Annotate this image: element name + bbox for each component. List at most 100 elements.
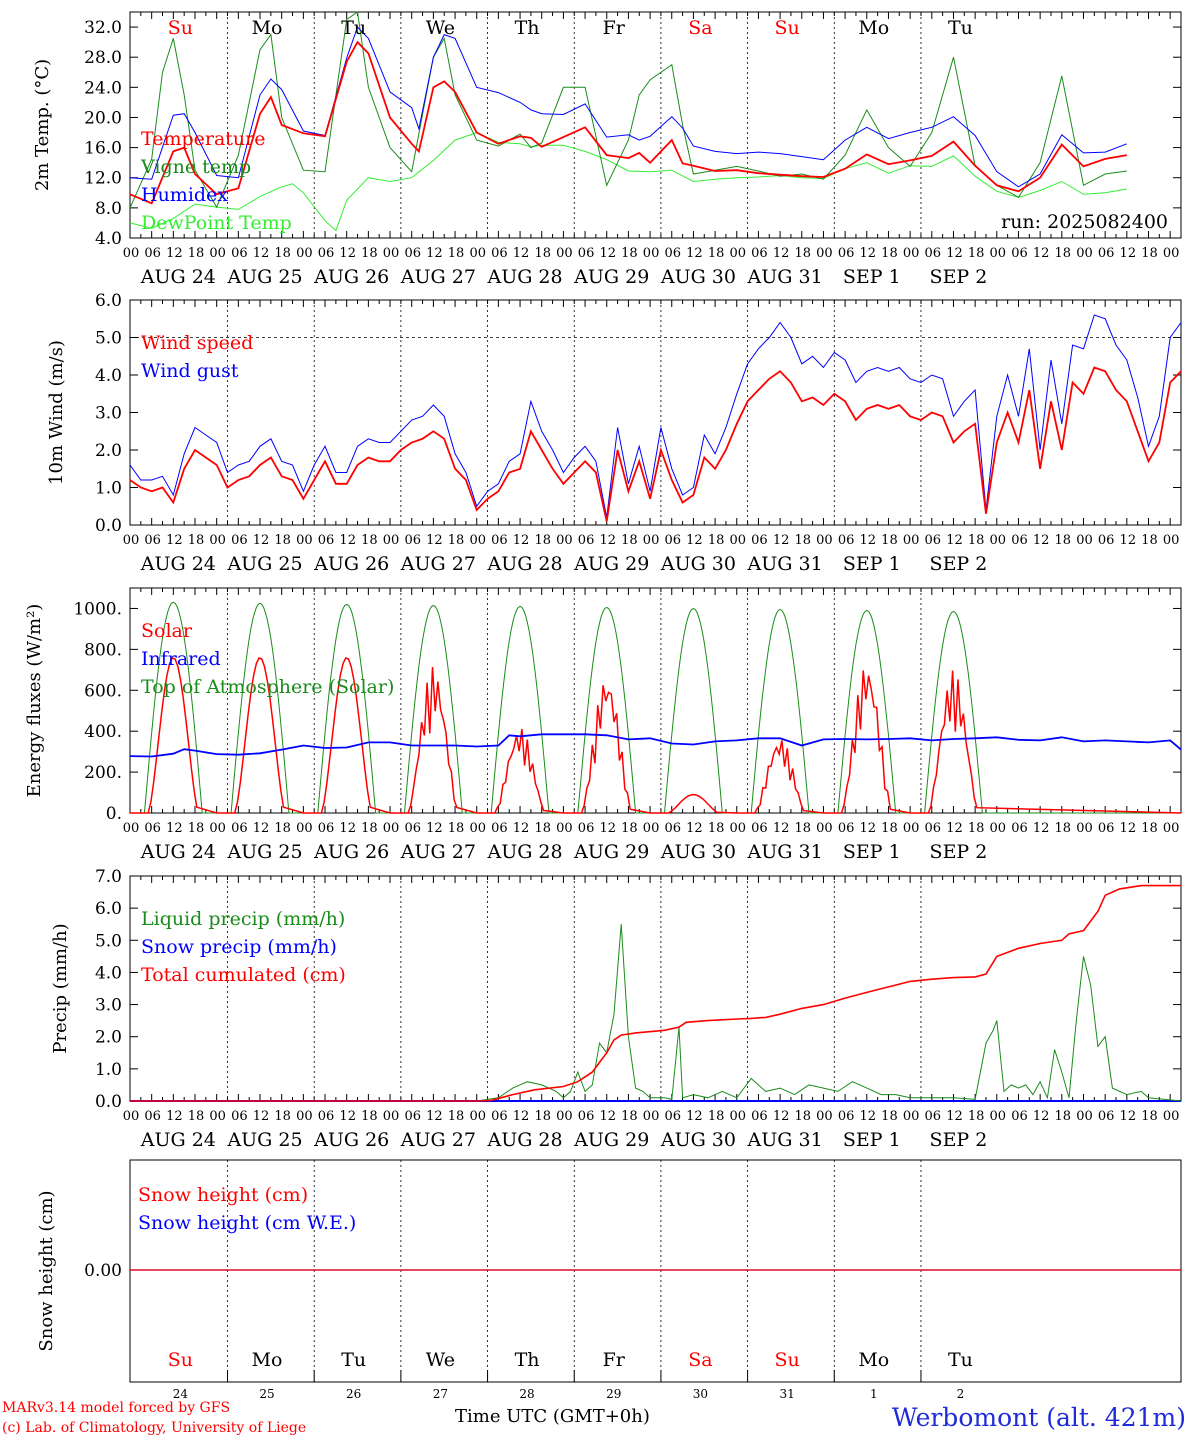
solar-line xyxy=(130,656,1182,814)
legend-top-of-atmosphere-solar: Top of Atmosphere (Solar) xyxy=(141,676,394,698)
hour-tick-label: 18 xyxy=(361,246,378,261)
hour-tick-label: 18 xyxy=(534,533,551,548)
date-label: AUG 27 xyxy=(400,553,476,575)
hour-tick-label: 06 xyxy=(144,1109,161,1124)
hour-tick-label: 18 xyxy=(1141,246,1158,261)
hour-tick-label: 12 xyxy=(773,1109,790,1124)
hour-tick-label: 18 xyxy=(448,246,465,261)
hour-tick-label: 00 xyxy=(383,821,400,836)
date-label: AUG 29 xyxy=(573,266,649,288)
hour-tick-label: 00 xyxy=(296,1109,313,1124)
hour-tick-label: 12 xyxy=(513,1109,530,1124)
date-label: AUG 25 xyxy=(226,1129,302,1151)
date-label: SEP 1 xyxy=(843,1129,901,1151)
legend-temperature: Temperature xyxy=(141,128,265,150)
hour-tick-label: 18 xyxy=(448,1109,465,1124)
date-label: AUG 28 xyxy=(486,266,562,288)
hour-tick-label: 00 xyxy=(1076,533,1093,548)
date-label: SEP 2 xyxy=(930,1129,988,1151)
hour-tick-label: 18 xyxy=(968,246,985,261)
plot-frame xyxy=(129,299,1182,526)
date-label: SEP 1 xyxy=(843,841,901,863)
hour-tick-label: 18 xyxy=(274,821,291,836)
station-name: Werbomont (alt. 421m) xyxy=(891,1403,1186,1432)
hour-tick-label: 00 xyxy=(903,246,920,261)
date-label: AUG 25 xyxy=(226,553,302,575)
hour-tick-label: 12 xyxy=(1033,1109,1050,1124)
plot-frame xyxy=(129,11,1182,239)
date-label: AUG 30 xyxy=(660,1129,736,1151)
y-tick-label: 2.0 xyxy=(95,441,122,461)
hour-tick-label: 06 xyxy=(578,1109,595,1124)
day-number-label: 25 xyxy=(259,1387,274,1401)
day-number-label: 26 xyxy=(346,1387,361,1401)
day-label: Su xyxy=(168,17,193,39)
hour-tick-label: 00 xyxy=(1076,1109,1093,1124)
y-axis-label: 2m Temp. (°C) xyxy=(32,59,53,191)
hour-tick-label: 12 xyxy=(166,246,183,261)
hour-tick-label: 00 xyxy=(643,533,660,548)
hour-tick-label: 00 xyxy=(296,533,313,548)
date-label: AUG 30 xyxy=(660,266,736,288)
hour-tick-label: 18 xyxy=(448,821,465,836)
hour-tick-label: 00 xyxy=(296,821,313,836)
hour-tick-label: 06 xyxy=(1011,533,1028,548)
hour-tick-label: 18 xyxy=(534,246,551,261)
total-cumulated-line xyxy=(130,884,1181,1102)
hour-tick-label: 06 xyxy=(751,533,768,548)
day-number-label: 27 xyxy=(433,1387,448,1401)
hour-tick-label: 06 xyxy=(578,821,595,836)
hour-tick-label: 18 xyxy=(968,533,985,548)
day-label: Mo xyxy=(858,17,889,39)
hour-tick-label: 00 xyxy=(816,533,833,548)
y-tick-label: 5.0 xyxy=(95,329,122,349)
hour-tick-label: 00 xyxy=(556,533,573,548)
hour-tick-label: 06 xyxy=(751,246,768,261)
hour-tick-label: 06 xyxy=(751,1109,768,1124)
hour-tick-label: 00 xyxy=(469,533,486,548)
y-tick-label: 2.0 xyxy=(95,1028,122,1048)
y-tick-label: 4.0 xyxy=(95,963,122,983)
date-label: AUG 29 xyxy=(573,841,649,863)
date-label: AUG 28 xyxy=(486,1129,562,1151)
date-label: AUG 25 xyxy=(226,841,302,863)
hour-tick-label: 00 xyxy=(469,821,486,836)
time-axis-label: Time UTC (GMT+0h) xyxy=(455,1406,650,1427)
hour-tick-label: 00 xyxy=(643,246,660,261)
hour-tick-label: 06 xyxy=(925,821,942,836)
date-label: AUG 26 xyxy=(313,1129,389,1151)
hour-tick-label: 12 xyxy=(513,821,530,836)
day-label: Tu xyxy=(948,17,973,39)
hour-tick-label: 18 xyxy=(1141,821,1158,836)
hour-tick-label: 18 xyxy=(708,1109,725,1124)
hour-tick-label: 12 xyxy=(426,533,443,548)
hour-tick-label: 18 xyxy=(534,1109,551,1124)
hour-tick-label: 00 xyxy=(123,821,140,836)
hour-tick-label: 12 xyxy=(599,821,616,836)
y-axis-label: Snow height (cm) xyxy=(36,1190,57,1351)
hour-tick-label: 18 xyxy=(968,821,985,836)
date-label: AUG 27 xyxy=(400,266,476,288)
date-label: AUG 30 xyxy=(660,841,736,863)
hour-tick-label: 00 xyxy=(990,1109,1007,1124)
y-tick-label: 32.0 xyxy=(84,18,122,38)
hour-tick-label: 00 xyxy=(556,246,573,261)
hour-tick-label: 06 xyxy=(491,246,508,261)
hour-tick-label: 00 xyxy=(469,1109,486,1124)
date-label: AUG 24 xyxy=(140,266,216,288)
hour-tick-label: 12 xyxy=(773,246,790,261)
hour-tick-label: 12 xyxy=(166,1109,183,1124)
vigne-temp-line xyxy=(129,11,1127,209)
hour-tick-label: 12 xyxy=(686,533,703,548)
hour-tick-label: 06 xyxy=(838,533,855,548)
hour-tick-label: 12 xyxy=(860,821,877,836)
hour-tick-label: 06 xyxy=(925,533,942,548)
hour-tick-label: 18 xyxy=(794,533,811,548)
hour-tick-label: 12 xyxy=(686,1109,703,1124)
toa-solar-line xyxy=(130,601,1181,814)
day-label: Mo xyxy=(858,1349,889,1371)
hour-tick-label: 00 xyxy=(383,1109,400,1124)
hour-tick-label: 18 xyxy=(361,1109,378,1124)
hour-tick-label: 00 xyxy=(1076,821,1093,836)
hour-tick-label: 00 xyxy=(903,821,920,836)
